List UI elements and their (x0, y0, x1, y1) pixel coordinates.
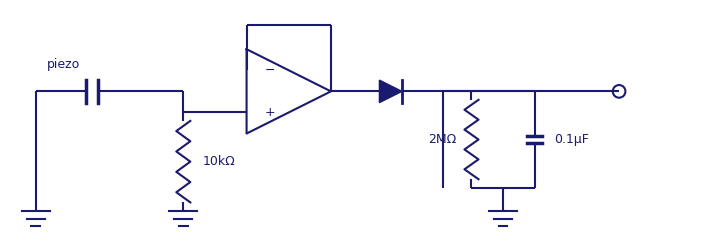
Text: 2MΩ: 2MΩ (428, 133, 456, 146)
Text: +: + (265, 106, 275, 119)
Polygon shape (379, 80, 402, 103)
Text: −: − (265, 64, 275, 77)
Text: 0.1μF: 0.1μF (555, 133, 589, 146)
Text: 10kΩ: 10kΩ (203, 155, 236, 168)
Text: piezo: piezo (47, 58, 80, 71)
